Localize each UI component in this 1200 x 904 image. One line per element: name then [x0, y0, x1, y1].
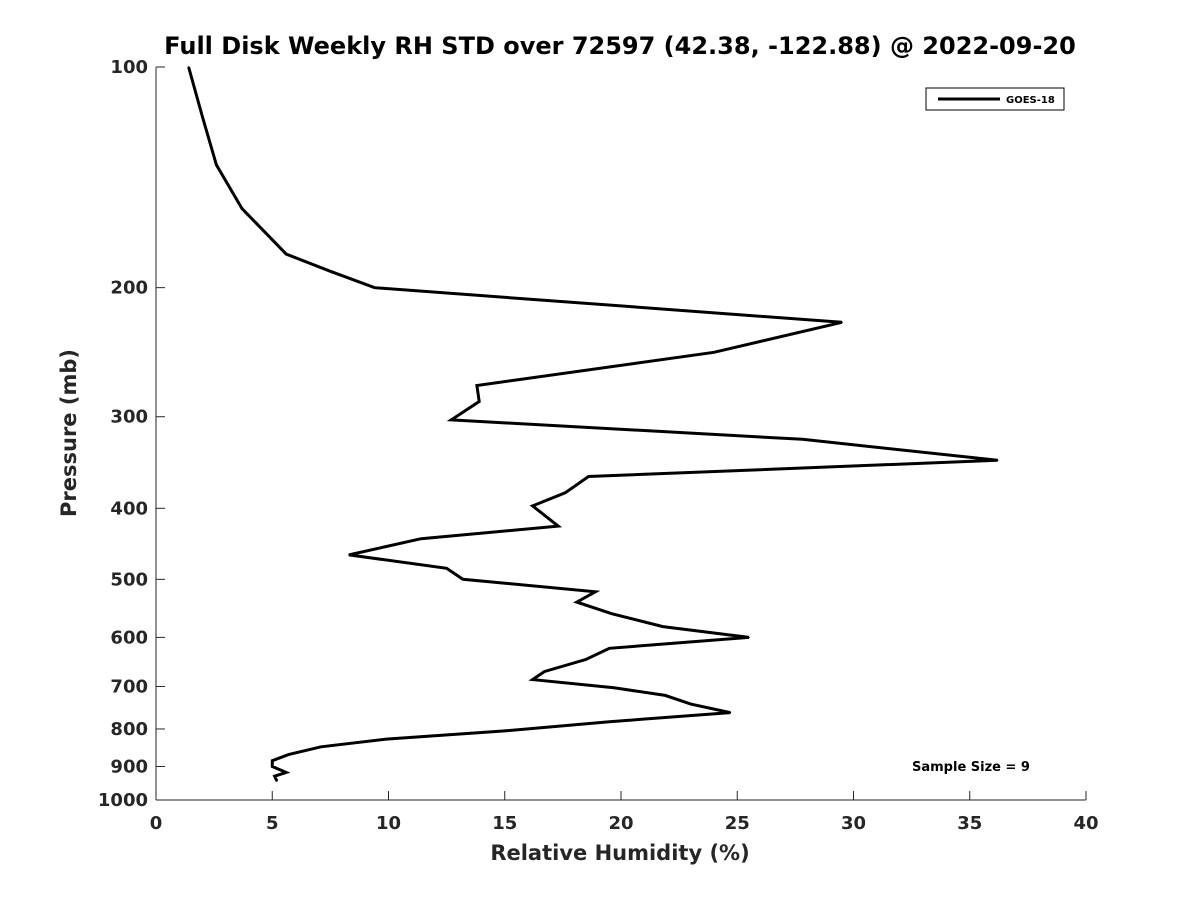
- data-point-goes-18: [585, 658, 587, 661]
- data-point-goes-18: [610, 612, 613, 615]
- y-tick-label: 700: [110, 676, 148, 697]
- data-point-goes-18: [285, 771, 288, 774]
- data-point-goes-18: [187, 66, 190, 68]
- data-point-goes-18: [215, 164, 218, 166]
- data-point-goes-18: [476, 384, 478, 387]
- y-tick-label: 100: [110, 57, 148, 78]
- x-tick-label: 35: [957, 813, 982, 834]
- data-point-goes-18: [287, 753, 290, 756]
- x-tick-label: 40: [1073, 813, 1098, 834]
- data-point-goes-18: [450, 419, 453, 421]
- data-point-goes-18: [564, 492, 566, 494]
- data-point-goes-18: [271, 765, 274, 768]
- data-point-goes-18: [543, 670, 546, 673]
- y-tick-label: 900: [110, 756, 148, 777]
- x-tick-label: 5: [266, 813, 279, 834]
- y-tick-label: 200: [110, 278, 148, 299]
- chart-title: Full Disk Weekly RH STD over 72597 (42.3…: [164, 32, 1076, 60]
- y-tick-label: 800: [110, 719, 148, 740]
- data-point-goes-18: [662, 625, 664, 628]
- data-point-goes-18: [329, 270, 332, 273]
- data-point-goes-18: [241, 207, 243, 210]
- data-point-goes-18: [201, 116, 204, 118]
- data-point-goes-18: [271, 759, 274, 762]
- data-point-goes-18: [531, 678, 534, 681]
- data-point-goes-18: [557, 525, 559, 527]
- y-axis-label: Pressure (mb): [57, 349, 81, 517]
- series-line-goes-18: [187, 66, 998, 782]
- x-tick-label: 15: [492, 813, 517, 834]
- data-point-goes-18: [273, 775, 276, 777]
- data-point-goes-18: [420, 537, 422, 540]
- data-point-goes-18: [594, 591, 597, 593]
- legend: GOES-18: [925, 87, 1065, 111]
- data-point-goes-18: [841, 321, 843, 324]
- y-tick-label: 500: [110, 569, 148, 590]
- x-tick-label: 10: [376, 813, 401, 834]
- x-axis-ticks: 0 5 10 15 20 25 30 35 40: [150, 791, 1099, 834]
- data-point-goes-18: [690, 703, 692, 705]
- y-tick-label: 300: [110, 407, 148, 428]
- data-point-goes-18: [385, 738, 388, 740]
- data-point-goes-18: [348, 554, 350, 556]
- data-point-goes-18: [576, 601, 578, 603]
- y-tick-label: 600: [110, 627, 148, 648]
- x-tick-label: 20: [608, 813, 633, 834]
- data-point-goes-18: [445, 567, 448, 570]
- x-tick-label: 25: [725, 813, 750, 834]
- data-point-goes-18: [504, 730, 506, 732]
- x-axis-label: Relative Humidity (%): [490, 841, 749, 865]
- series-layer: [187, 66, 999, 782]
- data-point-goes-18: [608, 647, 611, 650]
- data-point-goes-18: [462, 578, 464, 581]
- data-point-goes-18: [664, 694, 666, 697]
- data-point-goes-18: [373, 286, 376, 289]
- legend-label-goes-18: GOES-18: [1006, 95, 1055, 106]
- data-point-goes-18: [713, 351, 715, 354]
- data-point-goes-18: [729, 711, 732, 714]
- data-point-goes-18: [587, 475, 590, 478]
- data-point-goes-18: [531, 505, 534, 507]
- data-point-goes-18: [608, 720, 611, 723]
- x-tick-label: 30: [841, 813, 866, 834]
- y-tick-label: 1000: [98, 790, 148, 811]
- data-point-goes-18: [320, 746, 322, 748]
- y-axis-ticks: 100 200 300 400 500 600 700 800 900 1000: [98, 57, 165, 811]
- y-tick-label: 400: [110, 498, 148, 519]
- data-point-goes-18: [276, 780, 278, 782]
- sample-size-annotation: Sample Size = 9: [912, 760, 1030, 775]
- data-point-goes-18: [478, 400, 481, 403]
- data-point-goes-18: [996, 459, 999, 462]
- data-point-goes-18: [801, 438, 804, 441]
- data-point-goes-18: [613, 687, 615, 689]
- data-point-goes-18: [748, 636, 750, 639]
- x-tick-label: 0: [150, 813, 163, 834]
- data-point-goes-18: [285, 253, 288, 255]
